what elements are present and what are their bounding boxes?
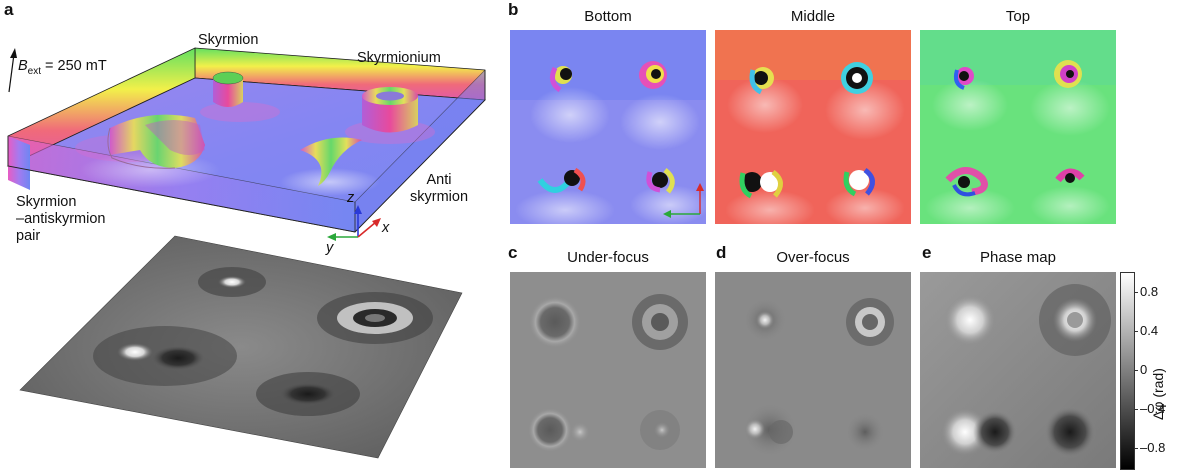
colorbar-tick xyxy=(1134,448,1138,450)
label-skyrmionium: Skyrmionium xyxy=(357,50,441,66)
colorbar-tick-label: –0.4 xyxy=(1140,401,1166,417)
colorbar-label: Δφ (rad) xyxy=(1150,368,1166,420)
under-focus-image xyxy=(510,272,706,468)
top-layer-map xyxy=(920,30,1116,224)
field-label: Bext = 250 mT xyxy=(18,58,107,77)
colorbar-tick-label: –0.8 xyxy=(1140,440,1166,456)
panel-a-illustration xyxy=(6,47,486,459)
panel-label-b: b xyxy=(508,0,519,19)
colorbar-tick-label: 0.8 xyxy=(1140,283,1159,299)
title-bottom: Bottom xyxy=(584,8,632,25)
title-over-focus: Over-focus xyxy=(776,249,850,266)
colorbar-tick xyxy=(1134,409,1138,411)
phase-map-image xyxy=(920,272,1116,468)
axis-x-label: x xyxy=(382,220,390,236)
bottom-layer-map xyxy=(510,30,706,224)
colorbar-tick-label: 0 xyxy=(1140,362,1148,377)
middle-layer-map xyxy=(715,30,911,224)
colorbar-tick-label: 0.4 xyxy=(1140,322,1159,338)
over-focus-image xyxy=(715,272,911,468)
title-middle: Middle xyxy=(790,8,836,25)
colorbar-tick xyxy=(1134,330,1138,332)
label-skyrmion: Skyrmion xyxy=(198,32,259,48)
label-pair: Skyrmion –antiskyrmion pair xyxy=(16,194,106,244)
panel-label-c: c xyxy=(508,243,518,262)
title-top: Top xyxy=(1005,8,1031,25)
axis-z-label: z xyxy=(347,190,355,206)
title-under-focus: Under-focus xyxy=(567,249,649,266)
panel-label-a: a xyxy=(4,0,14,19)
label-antiskyrmion: Anti skyrmion xyxy=(410,172,469,205)
axis-y-label: y xyxy=(326,240,334,256)
colorbar xyxy=(1120,272,1135,470)
panel-label-e: e xyxy=(922,243,932,262)
title-phase-map: Phase map xyxy=(980,249,1056,266)
colorbar-tick xyxy=(1134,370,1138,371)
colorbar-tick xyxy=(1134,291,1138,293)
panel-label-d: d xyxy=(716,243,727,262)
